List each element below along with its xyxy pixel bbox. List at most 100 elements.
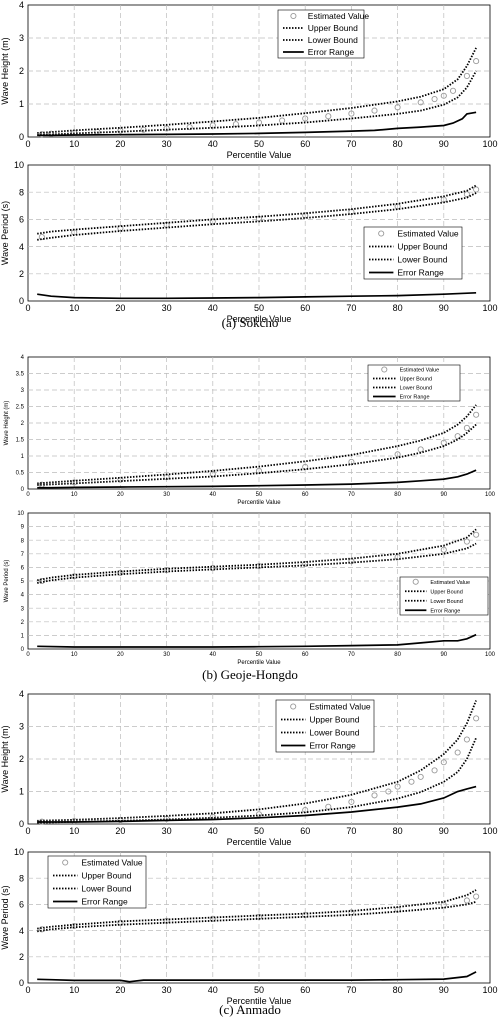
x-tick-label: 100 xyxy=(482,139,497,149)
legend-label: Lower Bound xyxy=(81,884,131,894)
y-tick-label: 2 xyxy=(21,620,25,626)
x-tick-label: 100 xyxy=(485,492,496,498)
estimated-value-point xyxy=(38,234,45,241)
x-tick-label: 50 xyxy=(254,985,264,995)
x-tick-label: 30 xyxy=(163,492,170,498)
y-tick-label: 3 xyxy=(19,33,24,43)
lower-bound-line xyxy=(37,192,477,241)
x-tick-label: 40 xyxy=(209,652,216,658)
y-tick-label: 4 xyxy=(19,0,24,10)
y-tick-label: 9 xyxy=(21,525,25,531)
y-tick-label: 8 xyxy=(21,538,25,544)
estimated-value-point xyxy=(371,792,378,799)
x-tick-label: 70 xyxy=(348,652,355,658)
y-tick-label: 10 xyxy=(14,847,24,857)
x-tick-label: 70 xyxy=(346,139,356,149)
y-tick-label: 4 xyxy=(19,926,24,936)
error-range-line xyxy=(37,971,477,983)
estimated-value-point xyxy=(348,110,355,117)
estimated-value-point xyxy=(440,902,447,909)
estimated-value-point xyxy=(463,897,470,904)
estimated-value-point xyxy=(385,788,392,795)
legend-label: Error Range xyxy=(400,395,430,401)
y-tick-label: 10 xyxy=(17,511,24,517)
upper-bound-line xyxy=(37,700,477,822)
x-tick-label: 100 xyxy=(485,652,496,658)
estimated-value-point xyxy=(440,92,447,99)
y-axis-label: Wave Period (s) xyxy=(0,885,10,949)
y-tick-label: 8 xyxy=(19,187,24,197)
estimated-value-point xyxy=(473,186,480,193)
y-axis-label: Wave Height (m) xyxy=(0,725,10,792)
chart-panel-3: 0 10 20 30 40 50 60 70 80 90 100 0 0.5 1 1.5 2 2.5 3 3.5 4 P… xyxy=(4,355,496,506)
legend-label: Error Range xyxy=(309,741,356,751)
lower-bound-line xyxy=(37,542,477,584)
estimated-value-point xyxy=(163,125,170,132)
x-tick-label: 60 xyxy=(300,985,310,995)
x-tick-label: 30 xyxy=(162,139,172,149)
x-tick-label: 10 xyxy=(71,652,78,658)
estimated-value-point xyxy=(449,87,457,94)
x-tick-label: 50 xyxy=(256,492,263,498)
estimated-value-point xyxy=(186,124,193,131)
estimated-value-point xyxy=(431,96,438,103)
legend-label: Upper Bound xyxy=(430,589,462,595)
x-tick-label: 90 xyxy=(439,985,449,995)
y-tick-label: 10 xyxy=(14,160,24,170)
estimated-value-point xyxy=(71,573,78,580)
x-axis-label: Percentile Value xyxy=(227,314,292,324)
estimated-value-point xyxy=(440,439,447,446)
x-tick-label: 40 xyxy=(208,826,218,836)
x-tick-label: 80 xyxy=(393,303,403,313)
x-tick-label: 40 xyxy=(208,985,218,995)
x-tick-label: 10 xyxy=(69,985,79,995)
estimated-value-point xyxy=(279,117,286,124)
estimated-value-point xyxy=(117,817,124,824)
x-tick-label: 100 xyxy=(482,826,497,836)
legend-label: Lower Bound xyxy=(430,599,462,605)
legend: Estimated Value Upper Bound Lower Bound Err… xyxy=(47,855,147,909)
x-axis-label: Percentile Value xyxy=(237,660,281,666)
x-tick-label: 10 xyxy=(69,303,79,313)
legend-label: Upper Bound xyxy=(309,715,359,725)
y-tick-label: 4 xyxy=(21,355,25,361)
estimated-value-point xyxy=(431,767,438,774)
y-tick-label: 4 xyxy=(19,242,24,252)
estimated-value-point xyxy=(71,922,78,930)
y-tick-label: 1.5 xyxy=(16,438,25,444)
x-tick-label: 90 xyxy=(439,139,449,149)
error-range-line xyxy=(37,785,477,823)
legend-marker xyxy=(62,859,69,866)
legend: Estimated Value Upper Bound Lower Bound Err… xyxy=(363,226,463,280)
estimated-value-point xyxy=(348,798,355,805)
x-tick-label: 80 xyxy=(393,985,403,995)
estimated-value-point xyxy=(117,476,124,483)
y-tick-label: 2.5 xyxy=(16,405,25,411)
y-tick-label: 2 xyxy=(21,421,25,427)
x-tick-label: 70 xyxy=(346,303,356,313)
x-tick-label: 60 xyxy=(300,826,310,836)
x-tick-label: 30 xyxy=(162,303,172,313)
estimated-value-point xyxy=(394,451,401,458)
estimated-value-point xyxy=(440,546,447,553)
legend-label: Upper Bound xyxy=(81,871,131,881)
y-tick-label: 0 xyxy=(19,296,24,306)
estimated-value-point xyxy=(302,115,309,122)
lower-bound-line xyxy=(37,70,477,136)
estimated-value-point xyxy=(209,471,216,478)
estimated-value-point xyxy=(117,225,124,232)
y-tick-label: 3 xyxy=(21,606,25,612)
x-axis-label: Percentile Value xyxy=(227,996,292,1006)
y-tick-label: 3 xyxy=(19,722,24,732)
x-tick-label: 70 xyxy=(346,985,356,995)
estimated-value-point xyxy=(463,736,470,743)
lower-bound-line xyxy=(37,423,477,486)
y-tick-label: 2 xyxy=(19,754,24,764)
x-tick-label: 80 xyxy=(393,826,403,836)
legend-label: Error Range xyxy=(81,897,128,907)
error-range-line xyxy=(37,111,477,137)
y-axis-label: Wave Period (s) xyxy=(0,201,10,265)
x-tick-label: 0 xyxy=(26,492,30,498)
y-tick-label: 8 xyxy=(19,873,24,883)
y-tick-label: 1 xyxy=(19,99,24,109)
